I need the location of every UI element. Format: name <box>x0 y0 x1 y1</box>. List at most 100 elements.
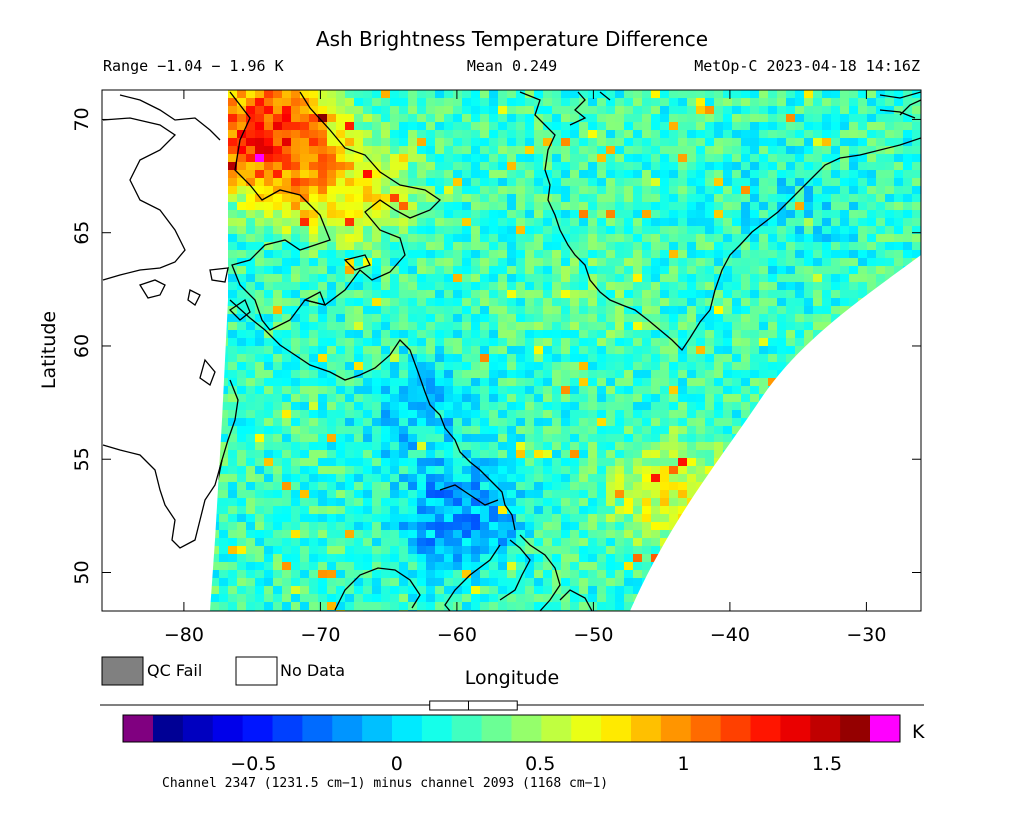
heatmap-cell <box>606 106 616 115</box>
heatmap-cell <box>651 314 661 323</box>
heatmap-cell <box>588 450 598 459</box>
heatmap-cell <box>471 450 481 459</box>
heatmap-cell <box>309 306 319 315</box>
heatmap-cell <box>390 394 400 403</box>
heatmap-cell <box>741 330 751 339</box>
heatmap-cell <box>561 442 571 451</box>
heatmap-cell <box>588 162 598 171</box>
heatmap-cell <box>822 226 832 235</box>
heatmap-cell <box>705 106 715 115</box>
heatmap-cell <box>219 442 229 451</box>
heatmap-cell <box>282 218 292 227</box>
heatmap-cell <box>525 458 535 467</box>
heatmap-cell <box>678 458 688 467</box>
heatmap-cell <box>246 186 256 195</box>
heatmap-cell <box>327 378 337 387</box>
heatmap-cell <box>228 282 238 291</box>
heatmap-cell <box>381 306 391 315</box>
heatmap-cell <box>543 498 553 507</box>
heatmap-cell <box>354 178 364 187</box>
heatmap-cell <box>732 290 742 299</box>
heatmap-cell <box>588 298 598 307</box>
heatmap-cell <box>372 394 382 403</box>
heatmap-cell <box>624 298 634 307</box>
heatmap-cell <box>615 114 625 123</box>
heatmap-cell <box>786 266 796 275</box>
heatmap-cell <box>813 234 823 243</box>
heatmap-cell <box>723 426 733 435</box>
heatmap-cell <box>345 202 355 211</box>
heatmap-cell <box>498 466 508 475</box>
heatmap-cell <box>651 130 661 139</box>
heatmap-cell <box>489 402 499 411</box>
heatmap-cell <box>228 186 238 195</box>
heatmap-cell <box>417 266 427 275</box>
heatmap-cell <box>291 362 301 371</box>
heatmap-cell <box>822 258 832 267</box>
heatmap-cell <box>309 434 319 443</box>
heatmap-cell <box>408 322 418 331</box>
heatmap-cell <box>255 346 265 355</box>
heatmap-cell <box>345 410 355 419</box>
heatmap-cell <box>714 130 724 139</box>
heatmap-cell <box>813 122 823 131</box>
heatmap-cell <box>399 490 409 499</box>
heatmap-cell <box>264 434 274 443</box>
heatmap-cell <box>282 370 292 379</box>
heatmap-cell <box>525 210 535 219</box>
heatmap-cell <box>714 154 724 163</box>
heatmap-cell <box>471 106 481 115</box>
heatmap-cell <box>561 314 571 323</box>
heatmap-cell <box>408 266 418 275</box>
heatmap-cell <box>912 178 921 187</box>
heatmap-cell <box>399 178 409 187</box>
heatmap-cell <box>327 202 337 211</box>
heatmap-cell <box>435 402 445 411</box>
heatmap-cell <box>336 170 346 179</box>
heatmap-cell <box>570 162 580 171</box>
heatmap-cell <box>669 274 679 283</box>
heatmap-cell <box>552 122 562 131</box>
heatmap-cell <box>525 394 535 403</box>
heatmap-cell <box>876 266 886 275</box>
heatmap-cell <box>696 378 706 387</box>
heatmap-cell <box>417 170 427 179</box>
heatmap-cell <box>354 410 364 419</box>
heatmap-cell <box>831 250 841 259</box>
heatmap-cell <box>651 442 661 451</box>
heatmap-cell <box>543 362 553 371</box>
heatmap-cell <box>741 394 751 403</box>
heatmap-cell <box>228 266 238 275</box>
heatmap-cell <box>246 362 256 371</box>
heatmap-cell <box>426 506 436 515</box>
heatmap-cell <box>417 194 427 203</box>
heatmap-cell <box>417 250 427 259</box>
heatmap-cell <box>462 362 472 371</box>
heatmap-cell <box>300 290 310 299</box>
heatmap-cell <box>444 186 454 195</box>
heatmap-cell <box>741 322 751 331</box>
heatmap-cell <box>507 202 517 211</box>
heatmap-cell <box>471 346 481 355</box>
heatmap-cell <box>327 418 337 427</box>
heatmap-cell <box>327 466 337 475</box>
heatmap-cell <box>840 106 850 115</box>
heatmap-cell <box>750 314 760 323</box>
heatmap-cell <box>804 290 814 299</box>
heatmap-cell <box>246 346 256 355</box>
heatmap-cell <box>660 402 670 411</box>
heatmap-cell <box>516 258 526 267</box>
heatmap-cell <box>795 146 805 155</box>
heatmap-cell <box>291 122 301 131</box>
heatmap-cell <box>714 402 724 411</box>
heatmap-cell <box>723 298 733 307</box>
heatmap-cell <box>480 442 490 451</box>
heatmap-cell <box>300 202 310 211</box>
heatmap-cell <box>390 162 400 171</box>
heatmap-cell <box>642 138 652 147</box>
heatmap-cell <box>696 298 706 307</box>
heatmap-cell <box>336 114 346 123</box>
heatmap-cell <box>390 154 400 163</box>
heatmap-cell <box>489 346 499 355</box>
heatmap-cell <box>570 474 580 483</box>
